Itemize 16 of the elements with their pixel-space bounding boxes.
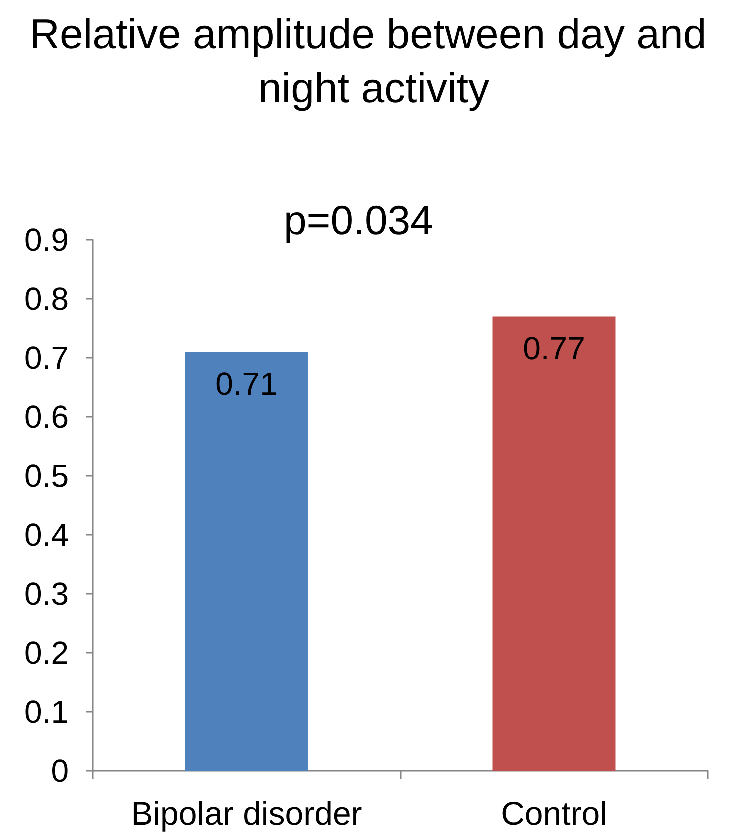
y-tick-label: 0.5 (24, 458, 69, 494)
annotation: p=0.034 (284, 198, 434, 244)
y-tick-label: 0.6 (24, 399, 69, 435)
y-tick-label: 0 (51, 753, 69, 789)
y-tick-label: 0.4 (24, 517, 69, 553)
x-tick-label: Control (501, 795, 608, 832)
y-tick-label: 0.3 (24, 576, 69, 612)
y-tick-label: 0.9 (24, 222, 69, 258)
data-label: 0.71 (216, 366, 278, 402)
y-tick-label: 0.1 (24, 694, 69, 730)
data-label: 0.77 (523, 330, 586, 367)
chart-title: Relative amplitude between day and night activity (30, 10, 718, 112)
y-tick-label: 0.8 (24, 281, 69, 317)
x-tick-label: Bipolar disorder (131, 795, 362, 832)
y-tick-label: 0.2 (24, 635, 69, 671)
y-tick-label: 0.7 (24, 340, 69, 376)
